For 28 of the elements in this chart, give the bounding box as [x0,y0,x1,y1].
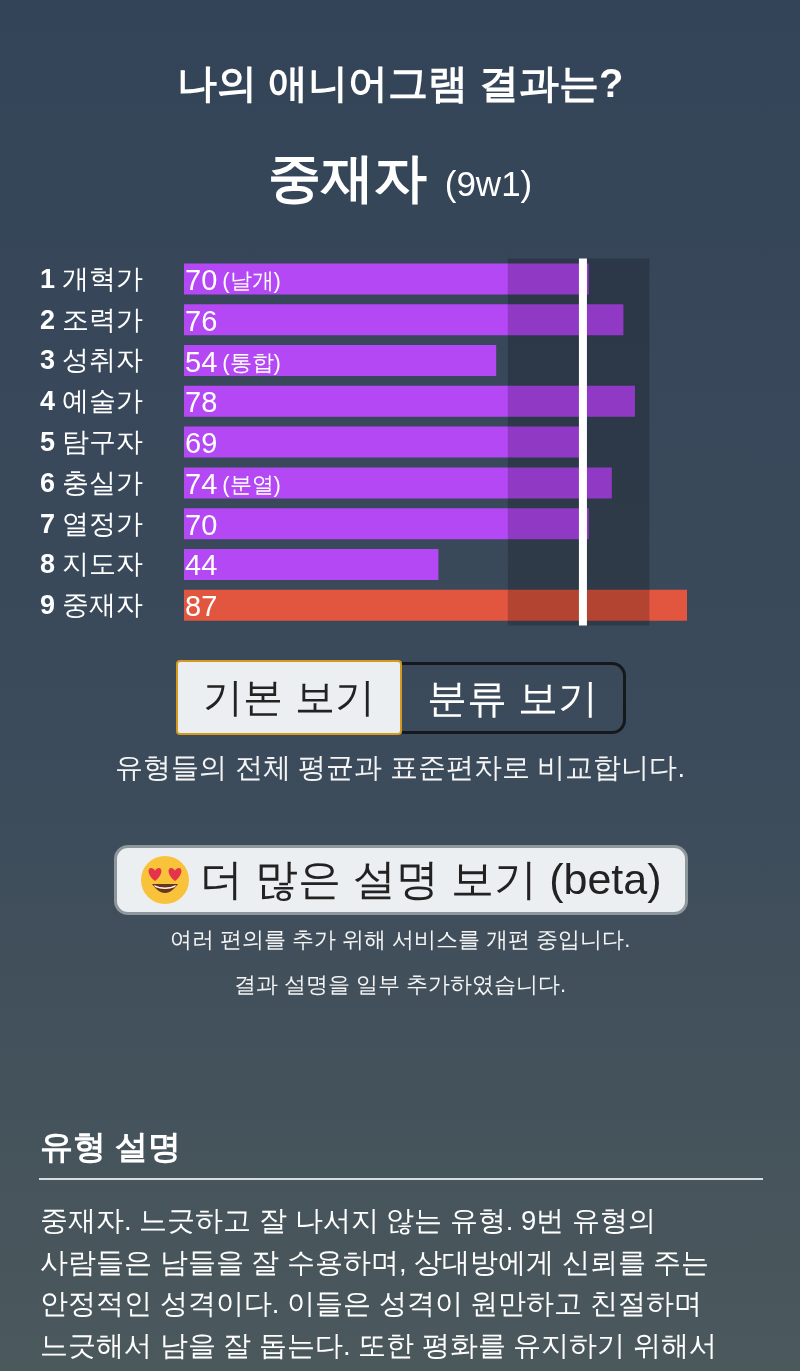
data-label: 74 (분열) [185,467,281,500]
data-label: 78 [185,386,218,419]
y-tick-label: 7 열정가 [40,508,144,539]
y-tick-label: 6 충실가 [40,467,144,498]
chart-title: 나의 애니어그램 결과는? [176,61,624,105]
y-tick-label: 1 개혁가 [40,263,144,294]
y-tick-label: 5 탐구자 [40,427,144,457]
y-tick-label: 4 예술가 [40,386,144,417]
text: 중재자. 느긋하고 잘 나서지 않는 유형. 9번 유형의 사람들은 남들을 잘 수용하며, 상대방에게 신뢰를 주는 안정적인 성격이다. 이들은 성격이 원만하고 친절하며 느긋해서 남을 잘 돕는다. 또한 평화를 유지하기 위해서 [40,1205,718,1361]
toggle-button: 기본 보기 [176,660,402,735]
text: 유형 설명 [40,1128,182,1165]
data-label: 69 [185,427,218,460]
data-label: 76 [185,304,218,337]
data-label: 54 (통합) [185,345,281,378]
wide-button: 더 많은 설명 보기 (beta) [114,845,688,915]
data-label: 70 [185,508,218,541]
y-tick-label: 9 중재자 [40,590,144,621]
data-label: 44 [185,549,218,582]
text: 여러 편의를 추가 위해 서비스를 개편 중입니다. [169,927,631,952]
data-label: 87 [185,590,218,623]
y-tick-label: 8 지도자 [40,549,144,580]
data-label: 70 (날개) [185,264,281,296]
text: 결과 설명을 일부 추가하였습니다. [233,972,567,997]
y-tick-label: 3 성취자 [40,345,144,376]
y-tick-label: 2 조력가 [40,304,144,335]
chart-subtitle: 중재자 (9w1) [267,148,533,207]
toggle-button: 분류 보기 [402,662,626,734]
text: 유형들의 전체 평균과 표준편차로 비교합니다. [114,752,686,783]
